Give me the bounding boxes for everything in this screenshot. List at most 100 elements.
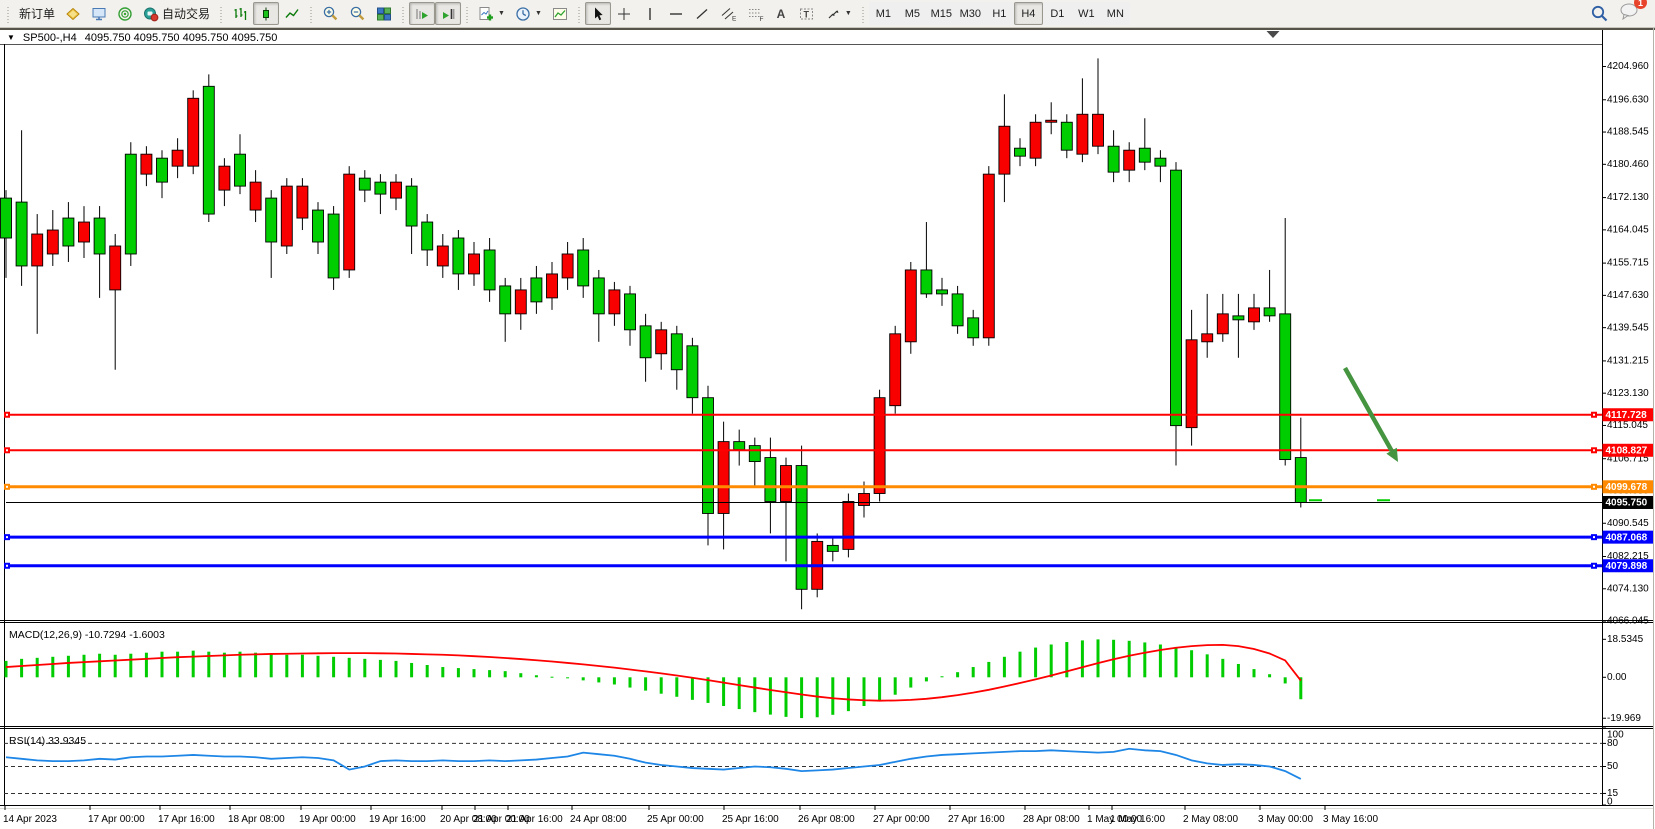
macd-axis-label: -19.969 <box>1607 713 1641 724</box>
candle-body <box>1092 113 1104 147</box>
price-axis-label: 4123.130 <box>1607 388 1649 399</box>
horizontal-line-button[interactable] <box>663 2 689 25</box>
auto-trading-button[interactable]: 自动交易 <box>138 2 215 25</box>
toolbar-grip <box>575 3 582 24</box>
price-axis-label: 4115.045 <box>1607 420 1648 431</box>
timeframe-M1[interactable]: M1 <box>868 2 898 25</box>
crosshair-button[interactable] <box>611 2 637 25</box>
one-click-trading-toggle-icon[interactable]: ▼ <box>7 32 15 42</box>
chevron-down-icon[interactable]: ▼ <box>498 10 505 17</box>
timeframe-W1[interactable]: W1 <box>1071 2 1101 25</box>
time-axis-label: 25 Apr 00:00 <box>647 814 704 825</box>
arrows-icon <box>828 9 839 18</box>
hline-handle-center <box>6 536 8 539</box>
fibonacci-button[interactable]: F <box>742 2 769 25</box>
candle-body <box>1045 119 1058 123</box>
new-order-button[interactable]: 新订单 <box>14 2 60 25</box>
macd-bar <box>1096 639 1100 678</box>
timeframe-group: M1 M5 M15 M30 H1 H4 D1 W1 MN <box>868 2 1130 25</box>
candle-body <box>1248 307 1260 323</box>
annotation-arrow-shaft[interactable] <box>1343 366 1394 452</box>
rsi-axis-label: 80 <box>1607 738 1619 749</box>
macd-bar <box>129 653 133 678</box>
zoom-out-button[interactable] <box>344 2 371 25</box>
macd-bar <box>1174 646 1178 678</box>
macd-bar <box>332 656 336 678</box>
time-axis-label: 19 Apr 00:00 <box>299 814 356 825</box>
data-window-button[interactable] <box>86 2 112 25</box>
chart-shift-button[interactable] <box>435 2 462 25</box>
trendline-button[interactable] <box>689 2 715 25</box>
timeframe-MN[interactable]: MN <box>1100 2 1130 25</box>
candle-body <box>561 253 574 279</box>
macd-bar <box>378 659 382 678</box>
macd-bar <box>425 665 429 678</box>
new-chart-button[interactable]: ▼ <box>473 2 510 25</box>
macd-bar <box>222 652 226 678</box>
candle-body <box>249 181 262 211</box>
macd-bar <box>690 677 694 700</box>
zoom-in-button[interactable] <box>317 2 344 25</box>
tile-windows-button[interactable] <box>371 2 397 25</box>
vertical-line-button[interactable] <box>637 2 663 25</box>
timeframe-M30[interactable]: M30 <box>955 2 985 25</box>
text-button[interactable]: A <box>769 2 793 25</box>
macd-bar <box>956 672 960 678</box>
equidistant-channel-button[interactable]: E <box>715 2 742 25</box>
price-axis-label: 4172.130 <box>1607 192 1649 203</box>
arrows-button[interactable]: ▼ <box>820 2 857 25</box>
time-axis-label: 26 Apr 08:00 <box>798 814 855 825</box>
text-icon: A <box>776 6 786 21</box>
notifications[interactable]: 1 <box>1619 0 1647 25</box>
text-label-button[interactable]: T <box>793 2 820 25</box>
macd-bar <box>51 656 55 678</box>
candlestick-chart-button[interactable] <box>253 2 280 25</box>
macd-bar <box>534 675 538 678</box>
line-chart-button[interactable] <box>279 2 305 25</box>
bar-chart-button[interactable] <box>227 2 253 25</box>
svg-text:F: F <box>759 16 763 22</box>
candle-body <box>717 441 730 514</box>
signals-button[interactable] <box>112 2 138 25</box>
macd-axis-label: 18.5345 <box>1607 634 1644 645</box>
macd-bar <box>1221 658 1225 678</box>
chart-canvas[interactable]: 4204.960 4196.630 4188.545 4180.460 4172.130… <box>0 28 1655 829</box>
chevron-down-icon[interactable]: ▼ <box>844 10 852 17</box>
chat-icon <box>1620 3 1638 21</box>
price-axis-label: 4196.630 <box>1607 94 1649 105</box>
timeframe-H4[interactable]: H4 <box>1013 2 1043 25</box>
macd-bar <box>940 676 944 678</box>
macd-bar <box>1158 644 1162 678</box>
hline-objects[interactable] <box>4 411 1602 569</box>
timeframe-M15[interactable]: M15 <box>926 2 956 25</box>
timeframe-M5[interactable]: M5 <box>897 2 927 25</box>
chevron-down-icon[interactable]: ▼ <box>534 10 542 17</box>
time-axis-label: 27 Apr 16:00 <box>948 814 1005 825</box>
timeframe-H1[interactable]: H1 <box>984 2 1014 25</box>
cursor-button[interactable] <box>584 2 611 25</box>
macd-bar <box>644 677 648 691</box>
candle-body <box>31 233 44 267</box>
candle-body <box>1201 333 1214 343</box>
hline-handle-center <box>1593 564 1595 567</box>
candle-body <box>343 173 356 271</box>
time-axis-label: 2 May 08:00 <box>1183 814 1238 825</box>
candle-body <box>78 221 90 243</box>
annotation-arrow-head[interactable] <box>1386 447 1398 462</box>
chart-shift-marker[interactable] <box>1266 31 1280 38</box>
history-center-button[interactable] <box>60 2 86 25</box>
auto-scroll-button[interactable] <box>409 2 436 25</box>
macd-bar <box>144 652 148 678</box>
candle-body <box>733 441 746 451</box>
macd-bar <box>316 655 320 678</box>
templates-button[interactable] <box>547 2 573 25</box>
candle-body <box>530 277 543 303</box>
search-icon[interactable] <box>1590 4 1609 23</box>
periods-button[interactable]: ▼ <box>510 2 547 25</box>
timeframe-D1[interactable]: D1 <box>1042 2 1072 25</box>
chat-badge: 1 <box>1634 0 1647 9</box>
candle-body <box>1294 457 1307 503</box>
candle-body <box>140 153 153 175</box>
vertical-line-icon <box>649 7 651 20</box>
candle-body <box>171 149 184 167</box>
